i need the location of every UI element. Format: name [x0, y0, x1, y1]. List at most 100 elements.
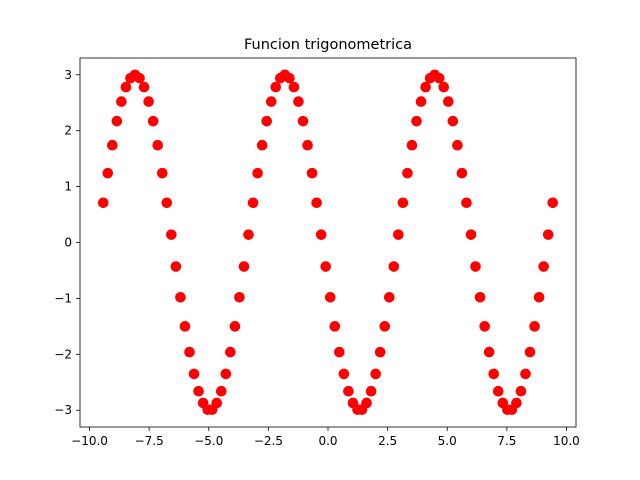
data-point	[188, 368, 200, 380]
data-point	[256, 139, 268, 151]
data-point	[343, 385, 354, 397]
data-point	[447, 115, 459, 127]
y-tick-label: −2	[54, 347, 72, 361]
data-point	[474, 291, 486, 303]
y-tick-label: 3	[64, 68, 72, 82]
data-point	[320, 261, 332, 272]
data-point	[152, 139, 164, 151]
data-point	[170, 261, 182, 272]
data-point	[411, 115, 422, 127]
data-point	[443, 96, 454, 107]
data-point	[406, 139, 418, 151]
data-point	[515, 385, 527, 397]
data-point	[225, 346, 236, 358]
data-point	[116, 96, 127, 107]
data-point	[338, 368, 350, 380]
data-point	[524, 346, 536, 358]
data-point	[238, 261, 250, 272]
data-point	[420, 81, 431, 93]
data-point	[393, 229, 404, 240]
data-point	[488, 368, 500, 380]
data-point	[243, 229, 254, 240]
axis-ticks: −10.0 −7.5 −5.0 −2.5 0.0 2.5 5.0 7.5 10.0 −3 −2 −1 0…	[54, 68, 580, 448]
x-tick-label: 7.5	[497, 434, 516, 448]
data-point	[315, 229, 327, 240]
data-point	[433, 72, 445, 84]
data-point	[111, 115, 123, 127]
data-point	[229, 321, 241, 332]
data-point	[438, 81, 450, 93]
data-point	[324, 291, 336, 303]
data-point	[365, 385, 377, 397]
y-tick-label: −3	[54, 403, 72, 417]
data-point	[397, 197, 409, 209]
data-point	[456, 167, 468, 179]
data-point	[102, 167, 114, 179]
data-point	[234, 291, 245, 303]
data-point	[492, 385, 504, 397]
data-point	[379, 321, 391, 332]
data-point	[388, 261, 400, 272]
data-point	[215, 385, 227, 397]
data-point	[452, 139, 463, 151]
x-tick-label: −10.0	[71, 434, 108, 448]
plot-frame	[79, 57, 577, 428]
x-tick-label: −2.5	[254, 434, 283, 448]
data-point	[147, 115, 159, 127]
data-point	[334, 346, 345, 358]
data-point	[288, 81, 300, 93]
data-point	[415, 96, 427, 107]
data-point	[329, 321, 341, 332]
data-point	[297, 115, 309, 127]
y-tick-label: 1	[64, 180, 72, 194]
data-point	[479, 321, 490, 332]
data-point	[161, 197, 173, 209]
data-point	[293, 96, 304, 107]
data-point	[252, 167, 263, 179]
x-tick-label: −5.0	[194, 434, 223, 448]
data-point	[511, 397, 522, 409]
data-point	[247, 197, 259, 209]
data-points	[97, 69, 559, 415]
data-point	[302, 139, 313, 151]
data-point	[261, 115, 273, 127]
data-point	[211, 397, 223, 409]
data-point	[465, 229, 477, 240]
data-point	[184, 346, 195, 358]
data-point	[383, 291, 395, 303]
data-point	[374, 346, 386, 358]
data-point	[120, 81, 132, 93]
data-point	[175, 291, 186, 303]
data-point	[370, 368, 381, 380]
chart-title: Funcion trigonometrica	[244, 37, 412, 53]
data-point	[361, 397, 372, 409]
data-point	[529, 321, 540, 332]
data-point	[156, 167, 168, 179]
y-tick-label: −1	[54, 291, 72, 305]
data-point	[143, 96, 154, 107]
data-point	[284, 72, 295, 84]
x-tick-label: 10.0	[553, 434, 580, 448]
x-tick-label: 5.0	[438, 434, 457, 448]
data-point	[483, 346, 495, 358]
data-point	[533, 291, 545, 303]
data-point	[134, 72, 145, 84]
x-tick-label: −7.5	[135, 434, 164, 448]
data-point	[470, 261, 481, 272]
data-point	[306, 167, 318, 179]
data-point	[138, 81, 150, 93]
data-point	[270, 81, 282, 93]
data-point	[538, 261, 549, 272]
data-point	[311, 197, 322, 209]
data-point	[402, 167, 413, 179]
data-point	[193, 385, 204, 397]
data-point	[97, 197, 109, 209]
data-point	[179, 321, 191, 332]
data-point	[542, 229, 554, 240]
y-tick-label: 2	[64, 124, 72, 138]
data-point	[461, 197, 472, 209]
data-point	[220, 368, 232, 380]
x-tick-label: 2.5	[378, 434, 397, 448]
